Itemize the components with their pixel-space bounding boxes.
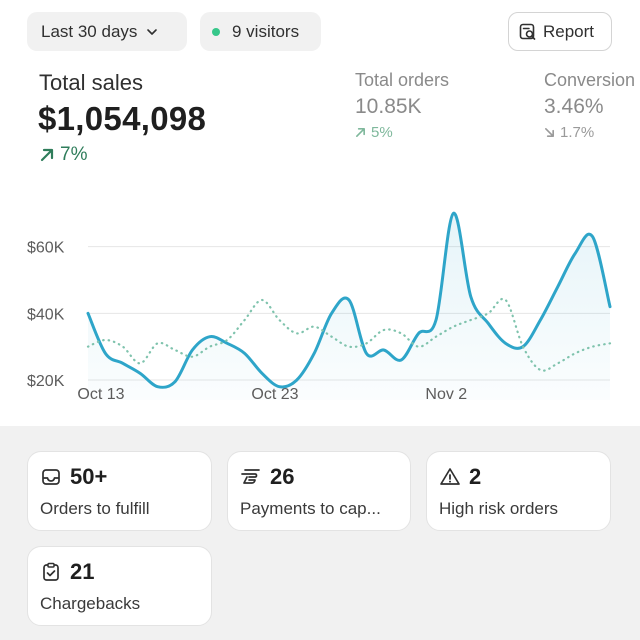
analytics-panel: Last 30 days 9 visitors Report Total sal… (0, 0, 640, 426)
orders-to-fulfill-count: 50+ (70, 464, 108, 489)
report-search-icon (519, 23, 536, 40)
date-range-label: Last 30 days (41, 21, 138, 41)
payments-to-capture-count: 26 (270, 464, 295, 489)
payment-icon (241, 469, 260, 484)
x-tick-label: Oct 13 (77, 386, 124, 403)
payments-to-capture-label: Payments to cap... (240, 499, 381, 518)
orders-to-fulfill-label: Orders to fulfill (40, 499, 150, 518)
comparison-series-line (86, 297, 612, 372)
conversion-change-value: 1.7% (560, 124, 595, 141)
y-tick-label: $60K (27, 240, 65, 257)
high-risk-orders-card[interactable]: 2 High risk orders (426, 451, 611, 531)
total-sales-value: $1,054,098 (38, 100, 207, 137)
y-tick-label: $40K (27, 306, 65, 323)
arrow-up-right-icon (356, 128, 365, 137)
arrow-down-right-icon (545, 128, 554, 137)
chargebacks-card[interactable]: 21 Chargebacks (27, 546, 212, 626)
action-cards: 50+ Orders to fulfill 26 Payments to cap… (0, 426, 640, 640)
high-risk-orders-count: 2 (469, 464, 482, 489)
high-risk-orders-label: High risk orders (439, 499, 559, 518)
chargebacks-label: Chargebacks (40, 594, 141, 613)
x-tick-label: Nov 2 (425, 386, 467, 403)
total-orders-change-value: 5% (371, 124, 393, 141)
total-orders-label: Total orders (355, 70, 450, 90)
chevron-down-icon (147, 28, 158, 35)
sales-line-chart: $60K $40K $20K Oct 13 Oct 23 Nov 2 (27, 211, 612, 403)
total-sales-label: Total sales (39, 70, 143, 95)
total-sales-change: 7% (38, 144, 87, 166)
y-tick-label: $20K (27, 373, 65, 390)
conversion-metric[interactable]: Conversion 3.46% 1.7% (544, 70, 635, 141)
visitors-pill[interactable]: 9 visitors (200, 12, 321, 51)
conversion-label: Conversion (544, 70, 636, 90)
arrow-up-right-icon (40, 148, 54, 162)
alert-triangle-icon (440, 468, 460, 485)
date-range-selector[interactable]: Last 30 days (27, 12, 187, 51)
report-button[interactable]: Report (508, 12, 612, 51)
conversion-value: 3.46% (544, 95, 604, 118)
report-label: Report (543, 21, 595, 41)
orders-to-fulfill-card[interactable]: 50+ Orders to fulfill (27, 451, 212, 531)
chargebacks-count: 21 (70, 559, 95, 584)
payments-to-capture-card[interactable]: 26 Payments to cap... (227, 451, 411, 531)
total-orders-metric[interactable]: Total orders 10.85K 5% (355, 70, 449, 141)
total-orders-value: 10.85K (355, 95, 422, 118)
x-tick-label: Oct 23 (251, 386, 298, 403)
total-orders-change: 5% (355, 124, 449, 141)
conversion-change: 1.7% (544, 124, 635, 141)
series-area (88, 213, 610, 400)
clipboard-check-icon (43, 562, 59, 581)
live-status-dot (212, 27, 220, 36)
inbox-icon (42, 469, 60, 485)
total-sales-change-value: 7% (60, 144, 88, 165)
visitors-label: 9 visitors (232, 21, 300, 41)
